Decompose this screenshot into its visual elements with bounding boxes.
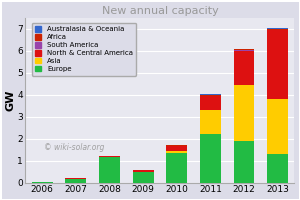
Bar xyxy=(267,28,288,29)
Y-axis label: GW: GW xyxy=(6,90,16,111)
Text: © wiki-solar.org: © wiki-solar.org xyxy=(44,143,105,152)
Bar xyxy=(200,94,221,95)
Bar xyxy=(133,170,154,172)
Bar xyxy=(99,156,120,157)
Bar xyxy=(99,157,120,183)
Bar xyxy=(234,51,254,85)
Legend: Australasia & Oceania, Africa, South America, North & Central America, Asia, Eur: Australasia & Oceania, Africa, South Ame… xyxy=(32,23,136,76)
Bar xyxy=(166,146,187,151)
Bar xyxy=(200,110,221,134)
Bar xyxy=(65,179,86,183)
Bar xyxy=(234,49,254,50)
Bar xyxy=(200,96,221,110)
Bar xyxy=(200,134,221,183)
Bar xyxy=(32,182,53,183)
Title: New annual capacity: New annual capacity xyxy=(102,6,218,16)
Bar xyxy=(166,153,187,183)
Bar xyxy=(267,29,288,30)
Bar xyxy=(65,178,86,179)
Bar xyxy=(200,95,221,96)
Bar xyxy=(166,145,187,146)
Bar xyxy=(133,172,154,183)
Bar xyxy=(267,30,288,99)
Bar xyxy=(234,85,254,141)
Bar xyxy=(166,151,187,153)
Bar xyxy=(234,50,254,51)
Bar xyxy=(234,141,254,183)
Bar xyxy=(267,99,288,154)
Bar xyxy=(267,154,288,183)
